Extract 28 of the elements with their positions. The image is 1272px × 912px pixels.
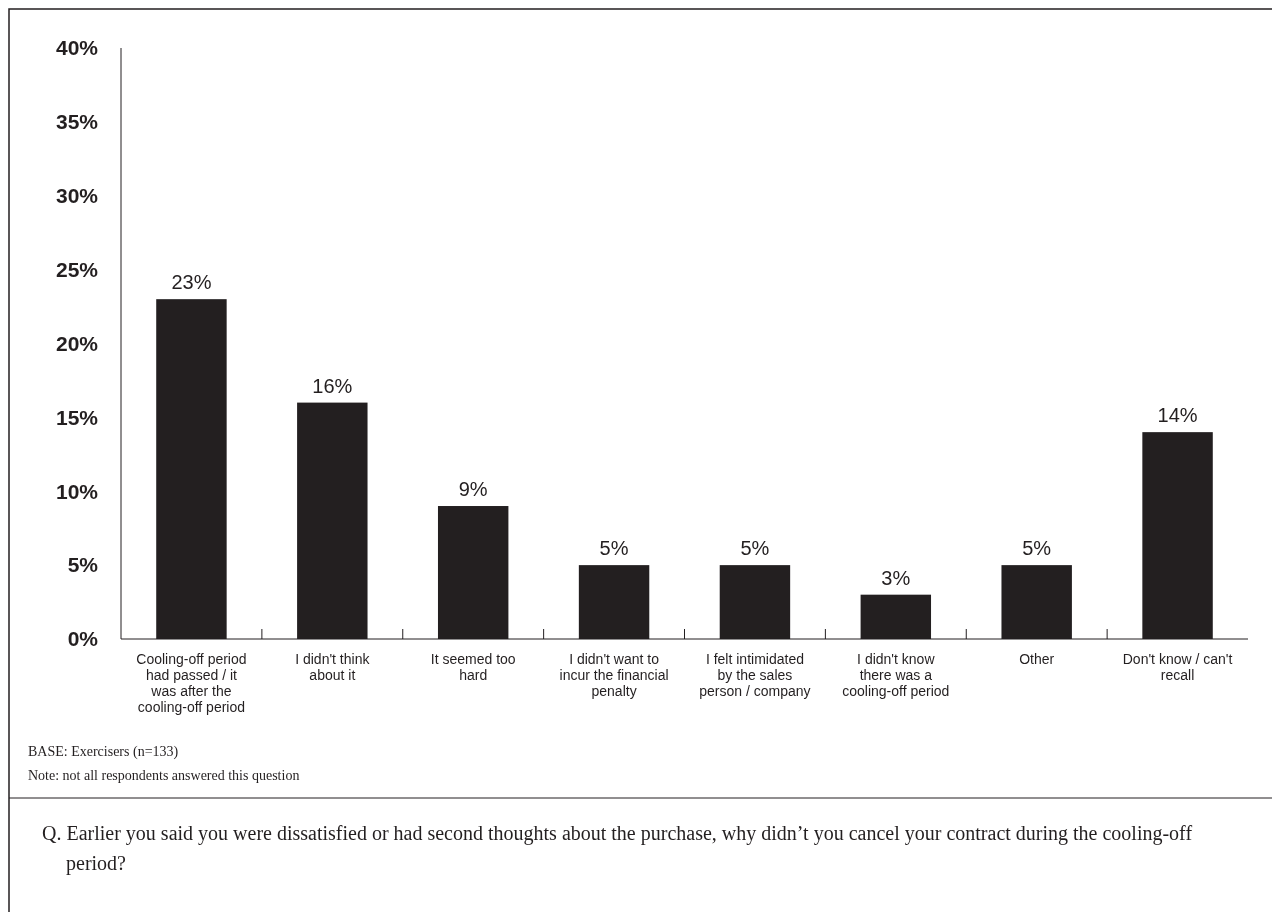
data-label: 9% bbox=[458, 478, 488, 501]
x-tick-label: I felt intimidated by the sales person / company bbox=[699, 651, 811, 699]
data-label: 5% bbox=[599, 537, 629, 560]
y-tick-label: 20% bbox=[55, 331, 99, 355]
text: Q. Earlier you said you were dissatisfied or had second thoughts about the purchase, why didn’t you cancel your contract during the cooling-off period? bbox=[42, 822, 1193, 875]
y-tick-label: 0% bbox=[67, 627, 99, 651]
y-tick-label: 10% bbox=[55, 479, 99, 503]
y-tick-label: 25% bbox=[55, 257, 99, 281]
y-tick-label: 40% bbox=[55, 36, 99, 60]
data-label: 3% bbox=[881, 566, 911, 589]
x-tick-label: I didn't want to incur the financial penalty bbox=[559, 651, 669, 699]
x-tick-label: Other bbox=[1019, 651, 1055, 667]
x-tick-label: Cooling-off period had passed / it was after the cooling-off period bbox=[136, 651, 247, 715]
y-tick-label: 5% bbox=[67, 553, 99, 577]
y-tick-label: 35% bbox=[55, 110, 99, 134]
x-tick-label: I didn't know there was a cooling-off period bbox=[842, 651, 950, 699]
data-label: 5% bbox=[1022, 537, 1052, 560]
data-label: 5% bbox=[740, 537, 770, 560]
x-tick-label: I didn't think about it bbox=[295, 651, 371, 683]
text: Note: not all respondents answered this question bbox=[28, 768, 300, 783]
y-tick-label: 15% bbox=[55, 405, 99, 429]
text: BASE: Exercisers (n=133) bbox=[28, 744, 179, 760]
x-tick-label: Don't know / can't recall bbox=[1122, 651, 1233, 683]
data-label: 23% bbox=[171, 271, 212, 294]
data-label: 16% bbox=[312, 374, 353, 397]
x-tick-label: It seemed too hard bbox=[430, 651, 516, 683]
data-label: 14% bbox=[1157, 404, 1198, 427]
y-tick-label: 30% bbox=[55, 184, 99, 208]
